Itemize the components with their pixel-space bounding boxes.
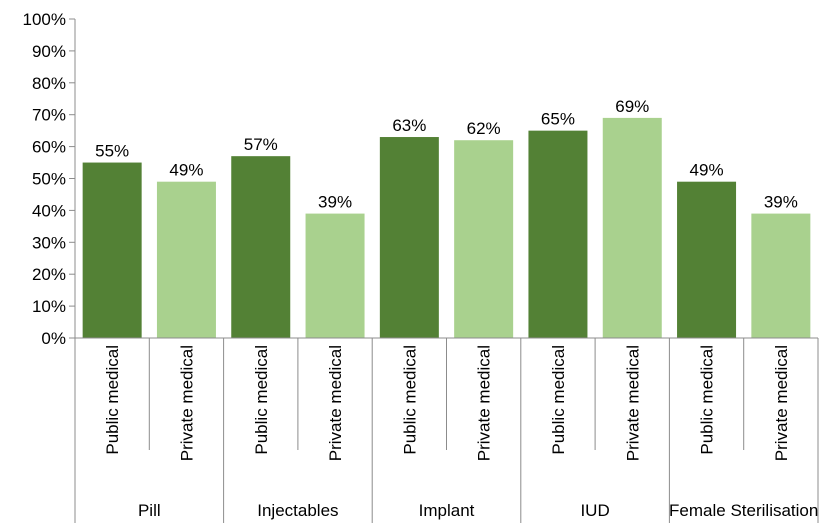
bar bbox=[751, 213, 811, 338]
x-category-label: Public medical bbox=[698, 345, 717, 455]
bar bbox=[454, 140, 514, 338]
y-tick-label: 30% bbox=[32, 233, 66, 252]
bar bbox=[528, 130, 588, 338]
bar bbox=[379, 137, 439, 338]
bar bbox=[305, 213, 365, 338]
y-tick-label: 20% bbox=[32, 265, 66, 284]
x-group-label: Implant bbox=[419, 501, 475, 520]
x-group-label: IUD bbox=[580, 501, 609, 520]
x-category-label: Public medical bbox=[252, 345, 271, 455]
bar-value-label: 39% bbox=[318, 193, 352, 212]
bar-value-label: 49% bbox=[169, 161, 203, 180]
bar bbox=[602, 117, 662, 338]
y-tick-label: 80% bbox=[32, 74, 66, 93]
bar bbox=[82, 162, 142, 338]
x-category-label: Private medical bbox=[326, 345, 345, 461]
bar bbox=[677, 181, 737, 338]
bar-value-label: 65% bbox=[541, 110, 575, 129]
bar-value-label: 69% bbox=[615, 97, 649, 116]
y-tick-label: 0% bbox=[41, 329, 66, 348]
bar bbox=[231, 156, 291, 338]
x-category-label: Private medical bbox=[177, 345, 196, 461]
y-tick-label: 50% bbox=[32, 170, 66, 189]
x-category-label: Private medical bbox=[475, 345, 494, 461]
x-category-label: Public medical bbox=[103, 345, 122, 455]
bar-value-label: 62% bbox=[467, 119, 501, 138]
y-tick-label: 60% bbox=[32, 138, 66, 157]
bar-value-label: 39% bbox=[764, 193, 798, 212]
y-tick-label: 100% bbox=[23, 10, 66, 29]
bar-value-label: 63% bbox=[392, 116, 426, 135]
x-group-label: Female Sterilisation bbox=[669, 501, 818, 520]
y-tick-label: 40% bbox=[32, 201, 66, 220]
bar-value-label: 57% bbox=[244, 135, 278, 154]
x-category-label: Private medical bbox=[772, 345, 791, 461]
bar-value-label: 49% bbox=[690, 161, 724, 180]
x-category-label: Public medical bbox=[549, 345, 568, 455]
x-category-label: Private medical bbox=[623, 345, 642, 461]
x-group-label: Pill bbox=[138, 501, 161, 520]
bar-value-label: 55% bbox=[95, 142, 129, 161]
y-tick-label: 90% bbox=[32, 42, 66, 61]
x-group-label: Injectables bbox=[257, 501, 338, 520]
bar bbox=[156, 181, 216, 338]
x-category-label: Public medical bbox=[400, 345, 419, 455]
y-tick-label: 10% bbox=[32, 297, 66, 316]
y-tick-label: 70% bbox=[32, 106, 66, 125]
